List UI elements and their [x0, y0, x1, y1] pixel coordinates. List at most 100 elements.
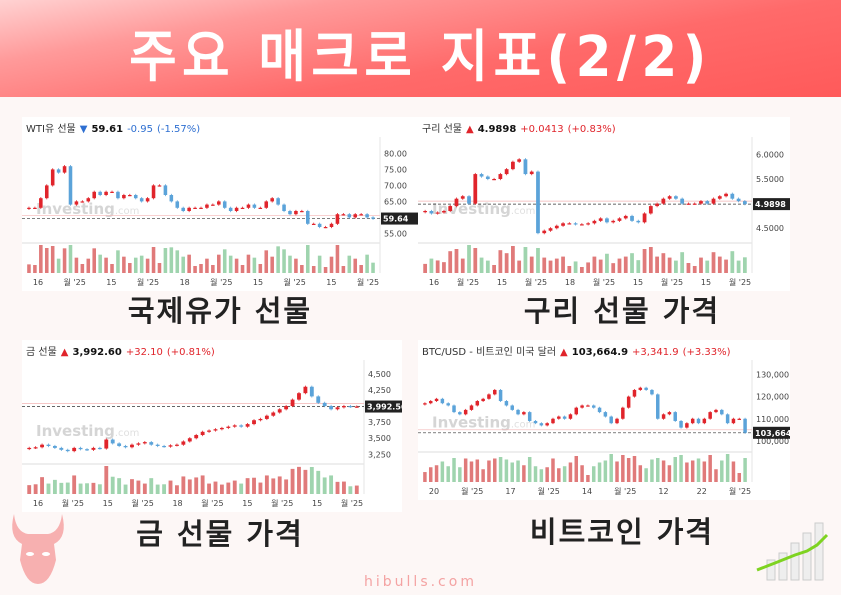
- volume-bar: [169, 247, 174, 273]
- volume-bar: [149, 478, 154, 494]
- candle: [329, 223, 334, 227]
- x-tick-label: 월 '25: [201, 498, 223, 508]
- volume-bar: [187, 254, 191, 273]
- candle: [597, 407, 602, 413]
- candle: [91, 447, 96, 450]
- candle: [516, 409, 520, 415]
- candle: [690, 418, 695, 424]
- volume-bar: [533, 466, 538, 482]
- volume-bar: [573, 261, 578, 273]
- candle: [485, 176, 490, 179]
- volume-bar: [655, 256, 659, 273]
- candle: [116, 191, 120, 199]
- volume-bar: [557, 468, 561, 482]
- up-arrow-icon: ▲: [465, 124, 474, 135]
- volume-bar: [232, 480, 237, 494]
- volume-bar: [341, 266, 346, 273]
- candle: [536, 171, 540, 234]
- volume-bar: [162, 484, 167, 494]
- volume-bar: [454, 249, 459, 273]
- gold-chart-panel: 금 선물 ▲ 3,992.60 +32.10 (+0.81%) Investing.com…: [22, 340, 402, 512]
- candle: [205, 204, 209, 208]
- x-tick-label: 월 '25: [357, 277, 379, 287]
- quote-header: BTC/USD - 비트코인 미국 달러 ▲ 103,664.9 +3,341.9 (+…: [422, 343, 731, 358]
- volume-bar: [551, 458, 555, 482]
- candle: [282, 204, 286, 211]
- candle: [730, 193, 735, 199]
- last-price: 59.61: [91, 124, 124, 135]
- volume-bar: [597, 462, 602, 482]
- volume-bar: [277, 476, 282, 494]
- candle: [44, 185, 49, 199]
- price-change: +3,341.9: [632, 347, 679, 358]
- volume-bar: [74, 257, 79, 273]
- candle: [673, 412, 677, 421]
- candle: [219, 427, 224, 430]
- candle: [149, 442, 154, 445]
- candle: [545, 423, 549, 426]
- volume-bar: [460, 258, 465, 273]
- volume-bar: [452, 458, 456, 482]
- last-price-tag: [365, 400, 402, 413]
- volume-bar: [667, 465, 672, 482]
- y-tick-label: 5.5000: [756, 175, 784, 184]
- candle: [539, 423, 544, 426]
- volume-bar: [492, 265, 496, 273]
- candle: [56, 169, 61, 173]
- volume-bar: [239, 483, 244, 494]
- volume-bar: [562, 466, 567, 482]
- volume-bar: [145, 258, 150, 273]
- candle: [342, 406, 346, 408]
- last-price: 3,992.60: [72, 347, 122, 358]
- candle: [617, 218, 622, 221]
- x-tick-label: 월 '25: [729, 277, 751, 287]
- candle: [434, 398, 439, 402]
- candle: [686, 203, 691, 205]
- candle: [742, 201, 747, 205]
- candle: [348, 406, 353, 408]
- candle: [708, 412, 712, 419]
- candle: [59, 447, 64, 450]
- candle: [68, 166, 73, 205]
- x-tick-label: 20: [429, 487, 439, 496]
- volume-bar: [284, 479, 289, 494]
- candle: [469, 405, 474, 410]
- last-price-tag-label: 4.9898: [755, 200, 786, 209]
- volume-bar: [199, 264, 203, 273]
- candle: [463, 409, 468, 415]
- volume-bar: [200, 475, 205, 494]
- volume-bar: [626, 458, 631, 482]
- candle: [724, 193, 728, 197]
- candle: [609, 416, 613, 424]
- volume-bar: [258, 482, 263, 494]
- candle: [145, 198, 150, 202]
- x-tick-label: 월 '25: [525, 277, 547, 287]
- candle: [276, 198, 280, 205]
- candle: [567, 223, 572, 225]
- volume-bar: [580, 465, 584, 482]
- volume-bar: [446, 466, 450, 482]
- candle: [454, 198, 459, 207]
- candle: [423, 403, 427, 405]
- volume-bar: [228, 255, 233, 273]
- volume-bar: [479, 257, 484, 273]
- candle: [568, 414, 573, 419]
- page-title: 주요 매크로 지표(2/2): [129, 25, 712, 90]
- volume-bar: [529, 256, 534, 273]
- volume-bar: [736, 260, 741, 273]
- volume-bar: [673, 457, 677, 482]
- candle: [655, 203, 659, 207]
- x-tick-label: 16: [429, 278, 439, 287]
- candle: [85, 449, 89, 451]
- candle: [322, 402, 327, 407]
- candle: [117, 443, 122, 446]
- candle: [239, 425, 244, 427]
- candle: [452, 405, 456, 413]
- volume-bar: [648, 247, 653, 273]
- candle: [33, 207, 37, 209]
- volume-bar: [545, 467, 549, 482]
- candle: [661, 198, 666, 204]
- volume-bar: [193, 266, 197, 273]
- volume-bar: [696, 458, 701, 482]
- x-tick-label: 월 '25: [64, 277, 86, 287]
